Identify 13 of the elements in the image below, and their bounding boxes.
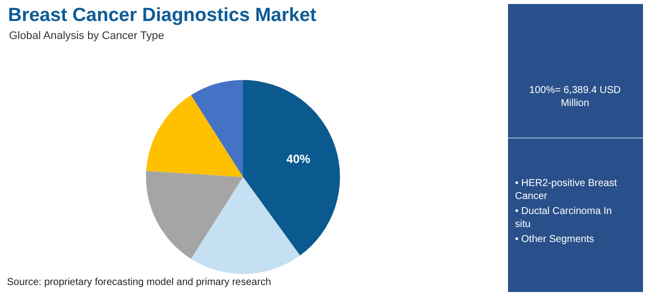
pie-slice xyxy=(243,80,340,256)
text: • Other Segments xyxy=(515,234,594,245)
data-label: 40% xyxy=(286,152,311,166)
text: • HER2-positive Breast Cancer xyxy=(515,178,618,202)
chart-title: Breast Cancer Diagnostics Market xyxy=(8,5,318,26)
chart-subtitle: Global Analysis by Cancer Type xyxy=(9,30,164,42)
text: • Ductal Carcinoma In situ xyxy=(515,206,612,230)
text: 100%= 6,389.4 USD Million xyxy=(529,85,621,109)
pie-slice xyxy=(146,95,243,177)
pie-slice xyxy=(191,80,243,177)
pie-slice xyxy=(191,177,300,274)
source-note: Source: proprietary forecasting model and primary research xyxy=(7,277,272,288)
pie-slice xyxy=(146,170,243,259)
